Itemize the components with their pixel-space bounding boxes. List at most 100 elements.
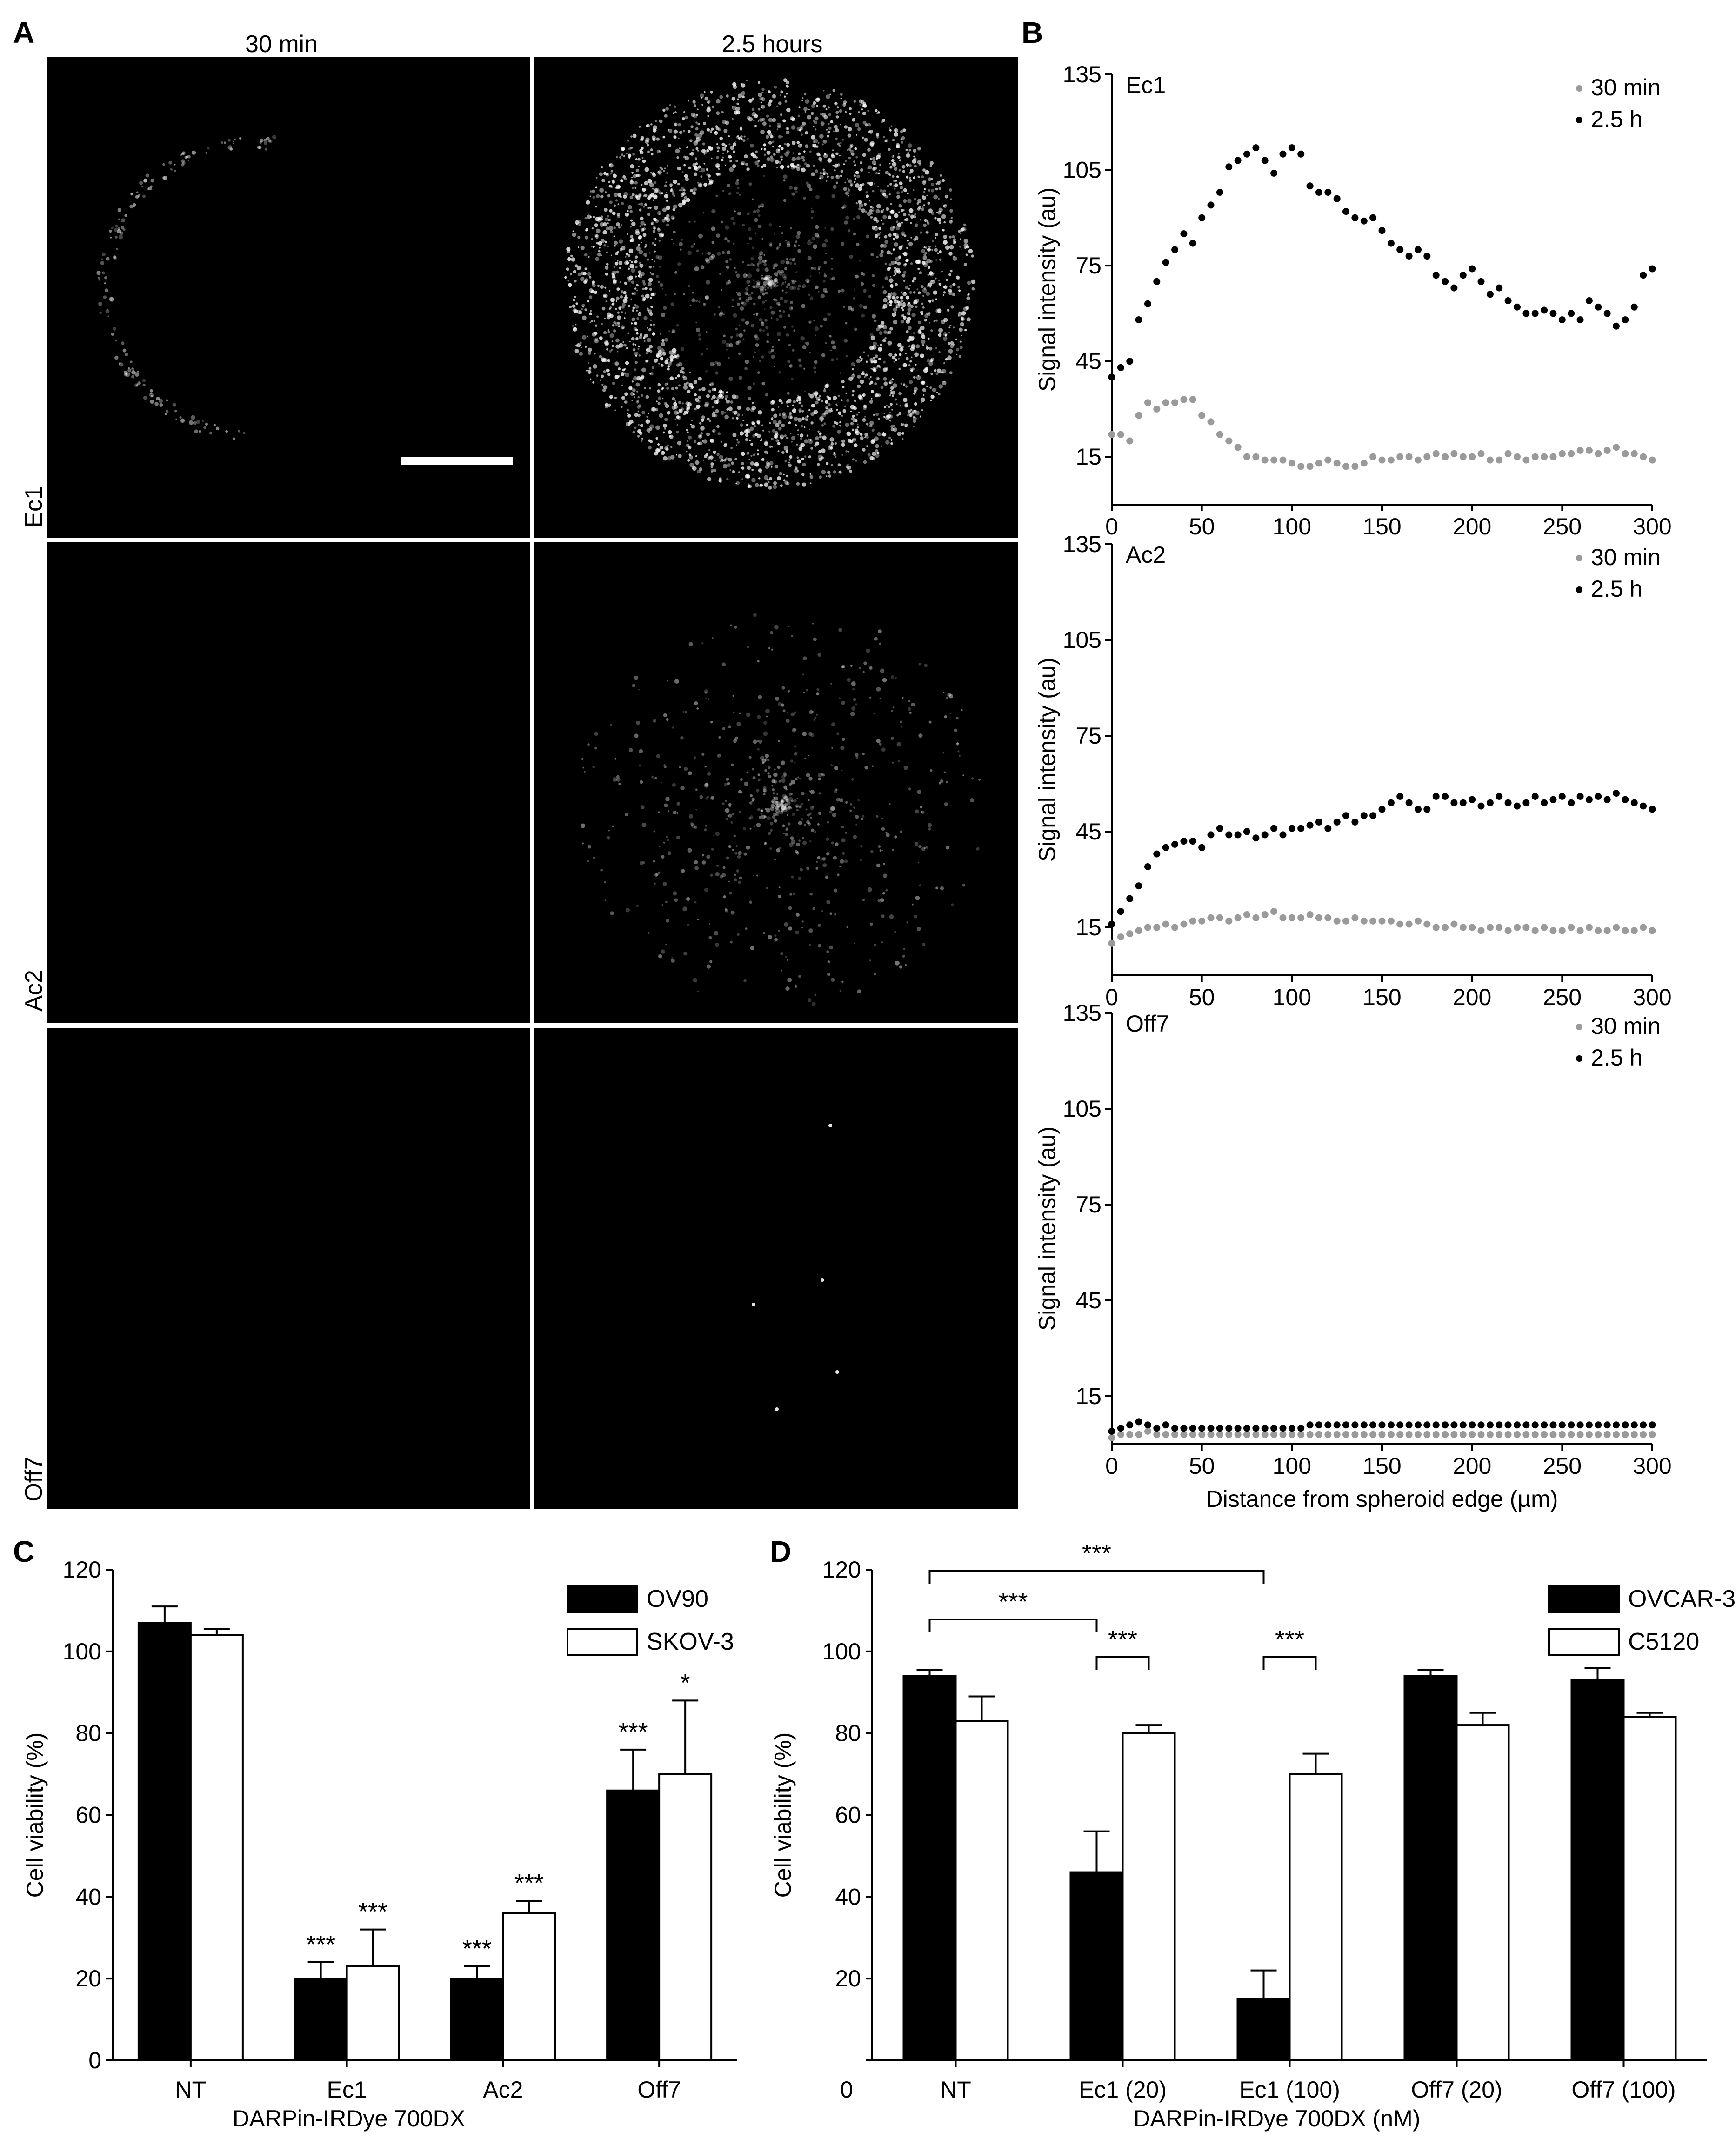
x-tick-label: 100 <box>1273 1453 1311 1479</box>
data-point <box>1126 895 1134 902</box>
data-point <box>1297 914 1305 921</box>
data-point <box>1558 1431 1566 1438</box>
data-point <box>1622 927 1629 934</box>
data-point <box>1243 1431 1250 1438</box>
y-axis-title: Signal intensity (au) <box>1034 187 1060 392</box>
bar <box>189 1634 244 2062</box>
data-point <box>1541 1431 1548 1438</box>
data-point <box>1360 917 1368 925</box>
data-point <box>1216 189 1223 196</box>
y-tick-label: 100 <box>822 1639 861 1665</box>
x-axis-title: DARPin-IRDye 700DX (nM) <box>1134 2105 1421 2132</box>
data-point <box>1279 456 1287 464</box>
data-point <box>1243 1425 1250 1432</box>
data-point <box>1423 453 1431 460</box>
data-point <box>1514 1421 1521 1429</box>
data-point <box>1234 914 1242 921</box>
data-point <box>1630 1421 1638 1429</box>
data-point <box>1613 322 1620 330</box>
data-point <box>1531 453 1539 460</box>
data-point <box>1252 1431 1260 1438</box>
data-point <box>1522 456 1530 464</box>
data-point <box>1369 917 1377 925</box>
data-point <box>1135 316 1142 324</box>
data-point <box>1396 1431 1404 1438</box>
data-point <box>1153 924 1161 931</box>
data-point <box>1603 310 1611 317</box>
data-point <box>1171 924 1179 931</box>
data-point <box>1459 799 1467 806</box>
y-tick-label: 100 <box>63 1639 101 1665</box>
significance-label: *** <box>462 1935 492 1963</box>
data-point <box>1477 450 1485 457</box>
data-point <box>1558 793 1566 800</box>
data-point <box>1378 1431 1386 1438</box>
data-point <box>1153 1431 1161 1438</box>
data-point <box>1496 284 1503 292</box>
data-point <box>1342 208 1349 215</box>
data-point <box>1252 1425 1260 1432</box>
x-tick-label: 300 <box>1633 513 1671 540</box>
data-point <box>1117 364 1124 371</box>
data-point <box>1162 259 1169 266</box>
data-point <box>1225 163 1233 171</box>
legend-label: 2.5 h <box>1591 106 1643 132</box>
data-point <box>1324 825 1332 832</box>
data-point <box>1459 272 1467 279</box>
data-point <box>1613 924 1620 931</box>
y-axis-title: Signal intensity (au) <box>1034 1126 1060 1331</box>
data-point <box>1486 799 1494 806</box>
data-point <box>1622 1431 1629 1438</box>
y-axis-title: Cell viability (%) <box>22 1732 48 1898</box>
data-point <box>1630 1431 1638 1438</box>
y-tick-label: 120 <box>822 1557 861 1583</box>
category-label: Ec1 (100) <box>1239 2077 1340 2103</box>
panel-letter-a: A <box>13 16 34 49</box>
data-point <box>1342 1421 1349 1429</box>
data-point <box>1171 399 1179 406</box>
data-point <box>1531 1431 1539 1438</box>
y-tick-label: 105 <box>1063 1096 1102 1122</box>
scale-bar <box>401 457 513 465</box>
data-point <box>1144 863 1151 870</box>
data-point <box>1585 1421 1593 1429</box>
data-point <box>1243 828 1250 835</box>
legend-label: OVCAR-3 <box>1628 1585 1736 1612</box>
panel-a: A 30 min 2.5 hours Ec1 Ac2 Off7 <box>13 16 1018 1509</box>
data-point <box>1270 169 1278 177</box>
data-point <box>1387 917 1395 925</box>
data-point <box>1459 1431 1467 1438</box>
category-label: Ec1 (20) <box>1079 2077 1167 2103</box>
data-point <box>1432 793 1440 800</box>
data-point <box>1630 303 1638 311</box>
data-point <box>1514 924 1521 931</box>
data-point <box>1378 456 1386 464</box>
data-point <box>1306 463 1314 470</box>
data-point <box>1396 793 1404 800</box>
data-point <box>1270 1431 1278 1438</box>
data-point <box>1180 920 1188 928</box>
category-label: NT <box>940 2077 971 2103</box>
data-point <box>1405 920 1413 928</box>
legend-swatch <box>567 1628 638 1656</box>
data-point <box>1405 799 1413 806</box>
legend-swatch <box>567 1585 638 1613</box>
data-point <box>1108 431 1115 438</box>
x-tick-label: 300 <box>1633 1453 1671 1479</box>
data-point <box>1333 1431 1341 1438</box>
data-point <box>1225 1425 1233 1432</box>
data-point <box>1387 456 1395 464</box>
x-tick-label: 50 <box>1189 984 1215 1010</box>
data-point <box>1135 1431 1142 1438</box>
data-point <box>1171 246 1179 253</box>
significance-bracket <box>1095 1656 1150 1670</box>
data-point <box>1288 914 1295 921</box>
x-axis-title: Distance from spheroid edge (µm) <box>1206 1486 1558 1512</box>
data-point <box>1469 453 1476 460</box>
x-tick-label: 0 <box>1105 984 1118 1010</box>
data-point <box>1603 1431 1611 1438</box>
data-point <box>1405 453 1413 460</box>
x-tick-label: 200 <box>1453 1453 1491 1479</box>
data-point <box>1360 217 1368 225</box>
data-point <box>1225 831 1233 839</box>
